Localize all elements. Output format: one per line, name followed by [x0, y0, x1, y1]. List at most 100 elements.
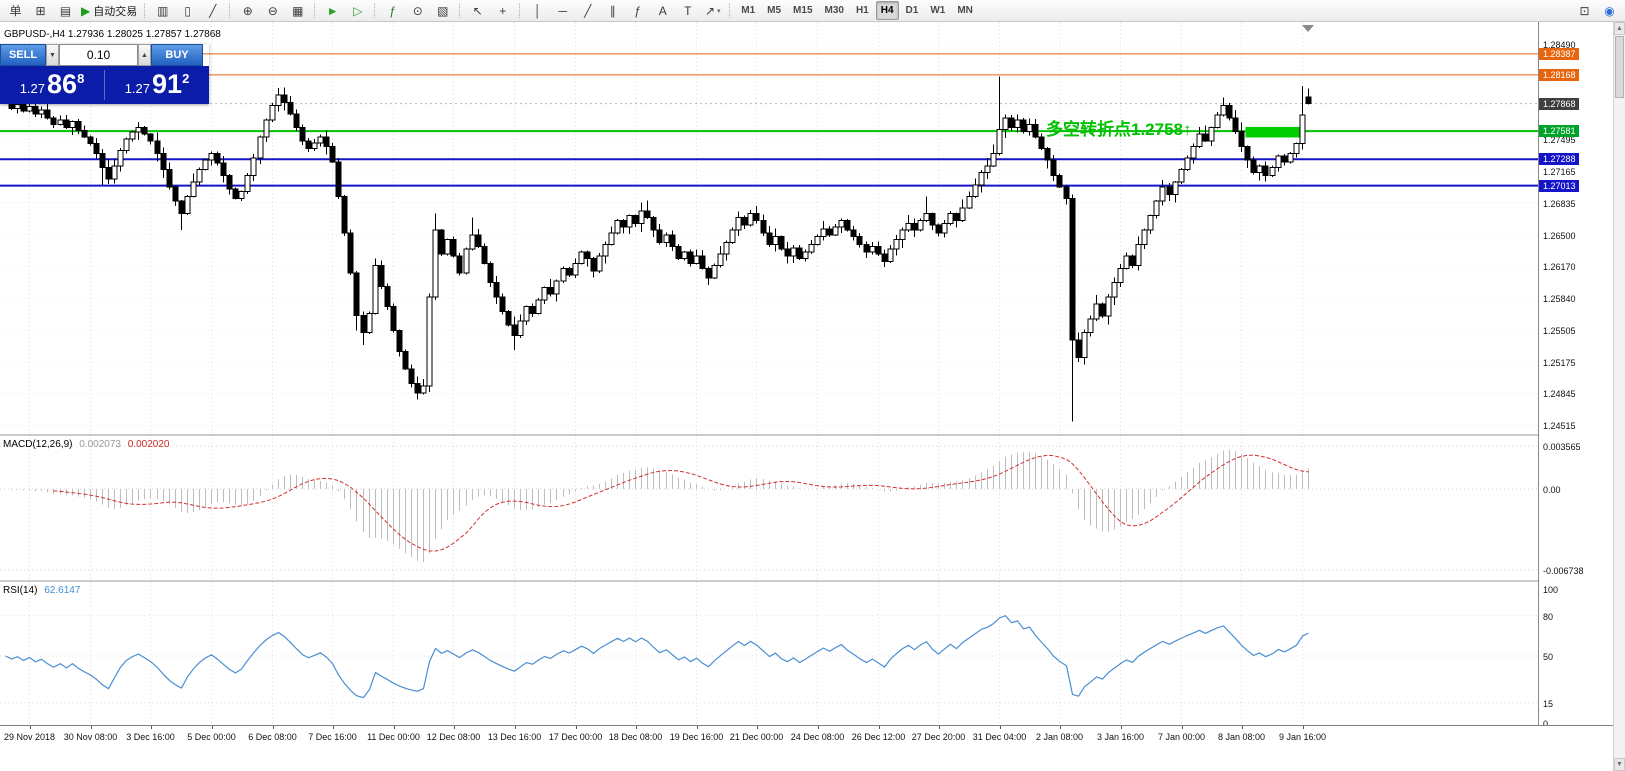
- candle-body: [1117, 267, 1124, 284]
- trendline-icon[interactable]: ╱: [584, 3, 592, 18]
- timeframe-h4-button[interactable]: H4: [875, 1, 899, 20]
- timeframe-m30-button[interactable]: M30: [824, 5, 844, 16]
- candle-body: [329, 146, 336, 163]
- macd-axis-label: -0.006738: [1543, 565, 1584, 576]
- time-axis-tick: [1302, 726, 1304, 729]
- candle-body: [1044, 148, 1051, 161]
- candle-body: [766, 232, 773, 245]
- cursor-icon[interactable]: ↖: [472, 3, 483, 18]
- zoom-in-icon[interactable]: ⊕: [242, 3, 253, 18]
- rsi-axis-label: 50: [1543, 651, 1554, 662]
- new-chart-icon[interactable]: ⊞: [35, 3, 46, 18]
- line-chart-icon[interactable]: ╱: [209, 3, 217, 18]
- candle-body: [456, 255, 463, 274]
- new-order-button[interactable]: 单: [9, 4, 22, 18]
- label-icon[interactable]: T: [684, 3, 692, 18]
- candle-body: [372, 264, 379, 314]
- timeframe-h1-button[interactable]: H1: [855, 5, 869, 16]
- candle-body: [1208, 126, 1215, 142]
- timeframe-w1-button[interactable]: W1: [930, 5, 946, 16]
- horizontal-line-icon[interactable]: ─: [558, 3, 567, 18]
- candle-body: [784, 248, 791, 257]
- candle-body: [656, 229, 663, 243]
- time-axis-tick: [211, 726, 213, 729]
- timeframe-m1-button[interactable]: M1: [741, 5, 756, 16]
- autoscroll-icon[interactable]: ►: [326, 3, 339, 18]
- sell-price[interactable]: 1.27 86 8: [0, 70, 104, 100]
- vertical-line-icon[interactable]: │: [533, 3, 542, 18]
- templates-icon[interactable]: ▧: [437, 3, 449, 18]
- candle-body: [947, 213, 954, 224]
- periods-icon[interactable]: ⊙: [412, 3, 423, 18]
- candle-body: [335, 161, 342, 197]
- time-axis-tick: [150, 726, 152, 729]
- scroll-down-arrow[interactable]: ▼: [1614, 758, 1625, 771]
- rsi-value: 62.6147: [44, 585, 81, 596]
- candle-body: [1063, 186, 1070, 199]
- time-axis-label: 5 Dec 00:00: [187, 732, 236, 742]
- time-axis[interactable]: 29 Nov 2018 30 Nov 08:00 3 Dec 16:00 5 Dec …: [0, 725, 1613, 750]
- channel-icon[interactable]: ∥: [609, 3, 616, 18]
- candle-body: [1050, 159, 1057, 176]
- candle-body: [366, 312, 373, 334]
- candle-body: [1159, 186, 1166, 202]
- candle-body: [1238, 130, 1245, 148]
- vertical-scrollbar[interactable]: ▲ ▼: [1613, 22, 1625, 771]
- timeframe-m5-button[interactable]: M5: [767, 5, 782, 16]
- candle-body: [444, 239, 451, 255]
- crosshair-icon[interactable]: +: [499, 3, 507, 18]
- y-axis-tick: 1.26500: [1543, 230, 1576, 241]
- sell-button[interactable]: SELL: [0, 44, 46, 66]
- lot-decrease-button[interactable]: ▼: [46, 44, 59, 66]
- buy-button[interactable]: BUY: [151, 44, 203, 66]
- fibonacci-icon[interactable]: ƒ: [634, 3, 642, 18]
- autotrading-button[interactable]: ▶ 自动交易: [81, 3, 138, 18]
- scroll-thumb[interactable]: [1615, 36, 1624, 98]
- time-axis-tick: [575, 726, 577, 729]
- candle-body: [808, 243, 815, 253]
- panel-splitter-macd[interactable]: [0, 432, 1538, 438]
- profiles-icon[interactable]: ▤: [59, 3, 72, 18]
- zoom-out-icon[interactable]: ⊖: [267, 3, 278, 18]
- candle-body: [293, 113, 300, 128]
- candle-body: [208, 152, 215, 161]
- timeframe-d1-button[interactable]: D1: [905, 5, 919, 16]
- timeframe-m15-button[interactable]: M15: [793, 5, 813, 16]
- candle-body: [432, 229, 439, 298]
- arrows-icon[interactable]: ↗ ▾: [704, 3, 721, 18]
- community-icon[interactable]: ◉: [1604, 3, 1615, 18]
- chart-shift-marker[interactable]: [1302, 25, 1314, 32]
- chart-canvas[interactable]: 多空转折点1.2758↑: [0, 22, 1538, 725]
- toolbar-separator: [459, 3, 461, 18]
- candle-body: [190, 181, 197, 197]
- candle-body: [57, 119, 64, 126]
- toolbar-separator: [729, 3, 731, 18]
- candle-body: [1002, 117, 1009, 130]
- indicators-icon[interactable]: ƒ: [389, 3, 397, 18]
- candle-body: [614, 219, 621, 234]
- candle-body: [226, 174, 233, 190]
- candle-body: [287, 102, 294, 115]
- chart-shift-icon[interactable]: ▷: [353, 3, 363, 18]
- candle-body: [772, 236, 779, 245]
- tile-windows-icon[interactable]: ▦: [292, 3, 304, 18]
- price-tag: 1.27013: [1539, 179, 1579, 192]
- price-axis[interactable]: 1.28490 1.27495 1.27165 1.26835 1.26500 1.261…: [1538, 22, 1614, 729]
- bar-chart-icon[interactable]: ▥: [157, 3, 169, 18]
- lot-size-input[interactable]: [59, 44, 138, 66]
- annotations: [1245, 126, 1300, 138]
- timeframe-mn-button[interactable]: MN: [957, 5, 973, 16]
- candle-body: [172, 186, 179, 202]
- candle-body: [717, 253, 724, 266]
- candle-body: [923, 213, 930, 221]
- candle-body: [50, 117, 57, 126]
- buy-price[interactable]: 1.27 91 2: [105, 70, 209, 100]
- candle-body: [20, 103, 27, 112]
- panel-splitter-rsi[interactable]: [0, 578, 1538, 584]
- lot-increase-button[interactable]: ▲: [138, 44, 151, 66]
- scroll-up-arrow[interactable]: ▲: [1614, 22, 1625, 35]
- printer-icon[interactable]: ⊡: [1579, 3, 1590, 18]
- candlestick-chart-icon[interactable]: ▯: [184, 3, 192, 18]
- candle-body: [735, 217, 742, 231]
- text-icon[interactable]: A: [658, 3, 667, 18]
